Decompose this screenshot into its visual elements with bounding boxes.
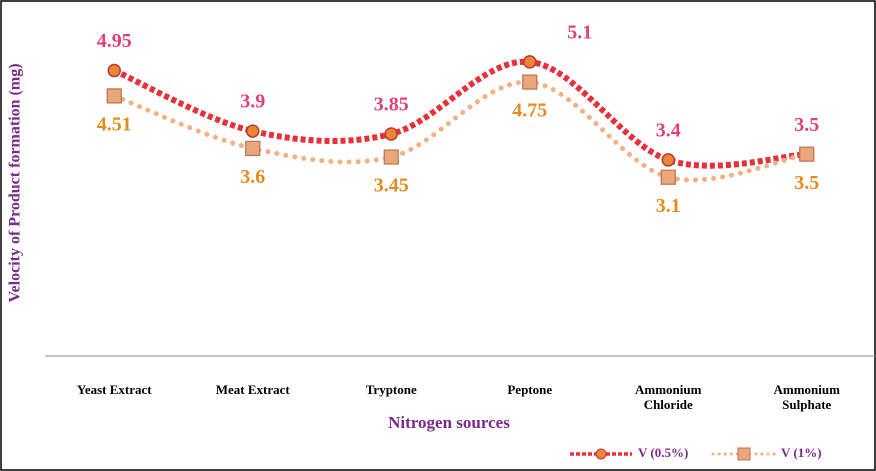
y-axis-label: Velocity of Product formation (mg) [7, 63, 24, 302]
x-tick-label: Yeast Extract [76, 382, 152, 397]
legend-item: V (0.5%) [570, 445, 688, 460]
x-tick-label: Meat Extract [215, 382, 290, 397]
series-line [113, 58, 807, 169]
data-label: 5.1 [567, 21, 592, 43]
data-label: 4.75 [512, 100, 547, 122]
marker [383, 149, 399, 165]
marker [106, 88, 122, 104]
marker [660, 169, 676, 185]
data-label: 3.5 [794, 172, 819, 194]
series-line [111, 79, 810, 183]
data-label: 3.9 [240, 91, 265, 113]
data-label: 3.45 [374, 175, 409, 197]
x-tick-label: Ammonium Chloride [635, 382, 702, 412]
data-label: 4.51 [97, 114, 132, 136]
data-label: 4.95 [97, 30, 132, 52]
data-label: 3.85 [374, 94, 409, 116]
marker [523, 55, 537, 69]
marker [246, 124, 260, 138]
x-tick-label: Peptone [507, 382, 553, 397]
x-tick-label: Ammonium Sulphate [773, 382, 840, 412]
data-label: 3.5 [794, 114, 819, 136]
marker [661, 153, 675, 167]
data-label: 3.6 [240, 166, 265, 188]
data-label: 3.4 [656, 120, 681, 142]
legend-label: V (1%) [781, 445, 822, 460]
legend-item: V (1%) [711, 445, 822, 461]
marker [245, 140, 261, 156]
x-axis-label: Nitrogen sources [388, 413, 510, 432]
marker [522, 74, 538, 90]
x-tick-label: Tryptone [365, 382, 417, 397]
legend-marker [595, 448, 607, 460]
legend-marker [737, 447, 751, 461]
marker [107, 63, 121, 78]
marker [799, 146, 815, 162]
legend-label: V (0.5%) [638, 445, 688, 460]
marker [384, 127, 398, 141]
data-label: 3.1 [656, 195, 681, 217]
